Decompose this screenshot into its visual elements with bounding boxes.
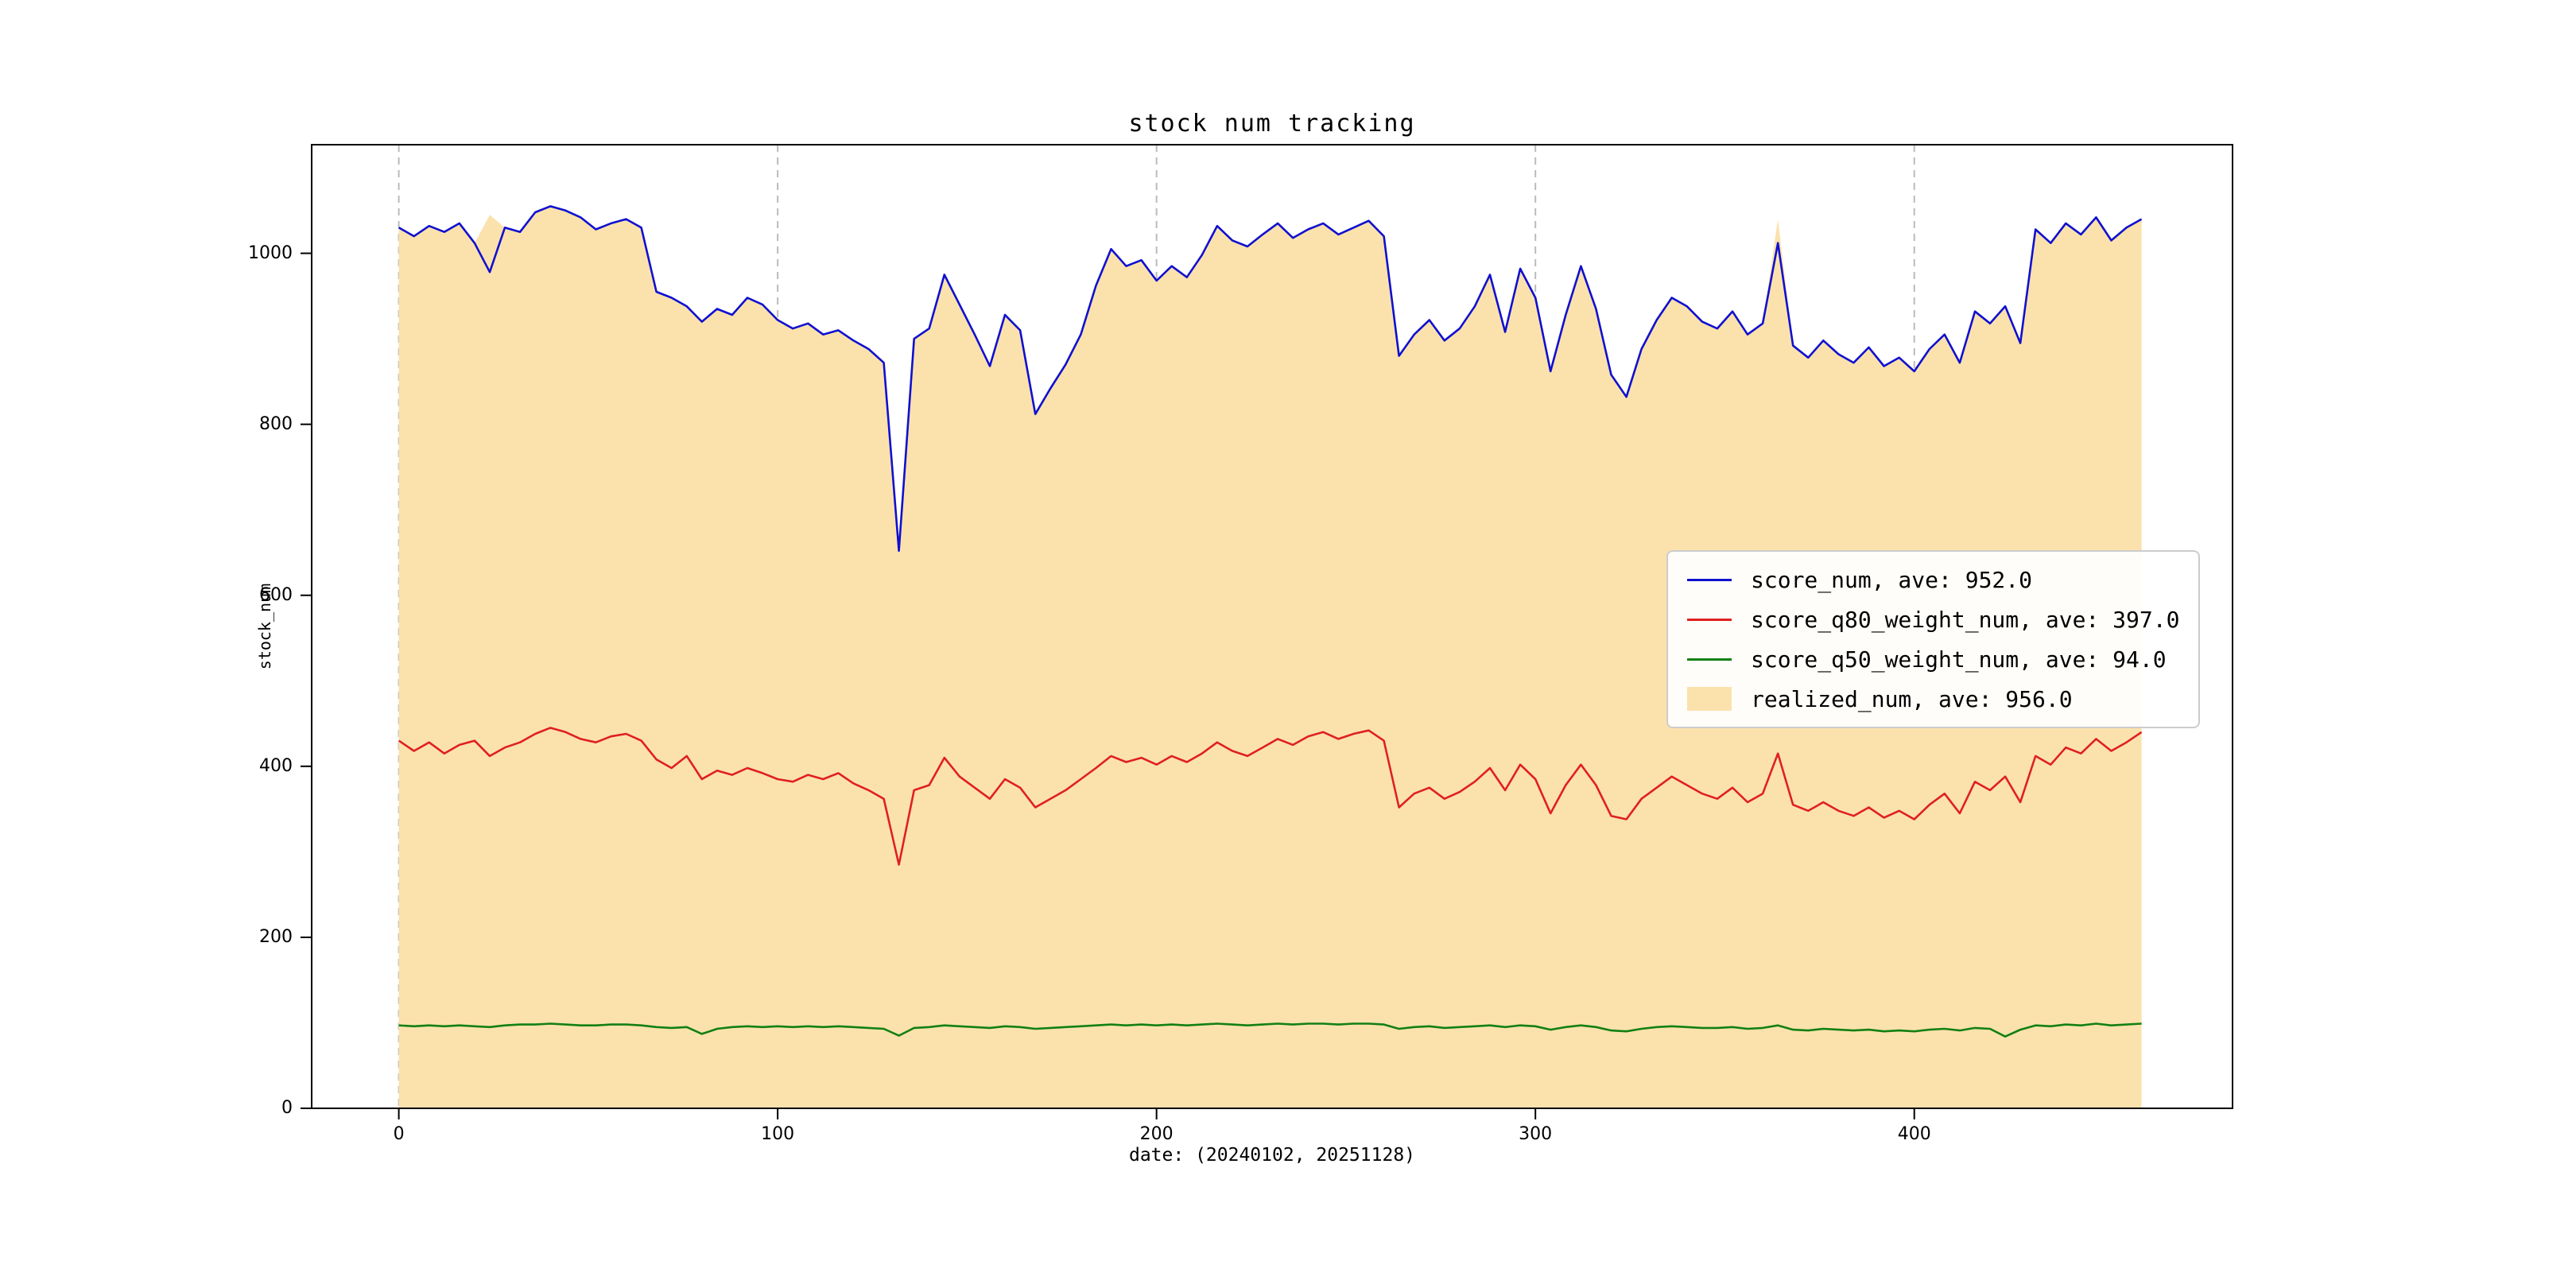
y-axis-label: stock_num	[255, 583, 274, 670]
legend-row-score-num: score_num, ave: 952.0	[1687, 560, 2179, 599]
legend-line-sample-score-q50	[1687, 658, 1732, 661]
y-tick-label: 800	[259, 413, 293, 434]
plot-frame	[311, 144, 2233, 1109]
series-area-realized-num	[398, 206, 2142, 1108]
legend-row-realized: realized_num, ave: 956.0	[1687, 679, 2179, 719]
legend-label-score-q50: score_q50_weight_num, ave: 94.0	[1751, 646, 2167, 673]
x-axis-label: date: (20240102, 20251128)	[1128, 1145, 1416, 1166]
chart-title: stock num tracking	[1128, 110, 1416, 138]
legend-label-score-q80: score_q80_weight_num, ave: 397.0	[1751, 606, 2180, 633]
y-tick-label: 400	[259, 755, 293, 776]
x-tick-label: 100	[761, 1124, 795, 1144]
series-line-score_num	[398, 205, 2143, 553]
x-tick-label: 400	[1897, 1124, 1931, 1144]
x-tick-label: 0	[393, 1124, 405, 1144]
y-tick-label: 0	[281, 1098, 293, 1118]
legend: score_num, ave: 952.0 score_q80_weight_n…	[1666, 550, 2201, 728]
series-line-score_q50_weight_num	[398, 1022, 2142, 1038]
x-tick-label: 300	[1519, 1124, 1553, 1144]
y-tick-label: 1000	[248, 242, 293, 263]
y-tick-label: 200	[259, 926, 293, 947]
legend-label-score-num: score_num, ave: 952.0	[1751, 566, 2033, 593]
legend-row-score-q80: score_q80_weight_num, ave: 397.0	[1687, 599, 2179, 639]
legend-label-realized: realized_num, ave: 956.0	[1751, 685, 2073, 712]
legend-line-sample-score-num	[1687, 578, 1732, 581]
legend-line-sample-score-q80	[1687, 618, 1732, 621]
series-line-score_q80_weight_num	[398, 727, 2143, 866]
legend-row-score-q50: score_q50_weight_num, ave: 94.0	[1687, 639, 2179, 679]
y-tick-label: 600	[259, 584, 293, 605]
x-tick-label: 200	[1139, 1124, 1174, 1144]
legend-patch-sample-realized	[1687, 687, 1732, 711]
